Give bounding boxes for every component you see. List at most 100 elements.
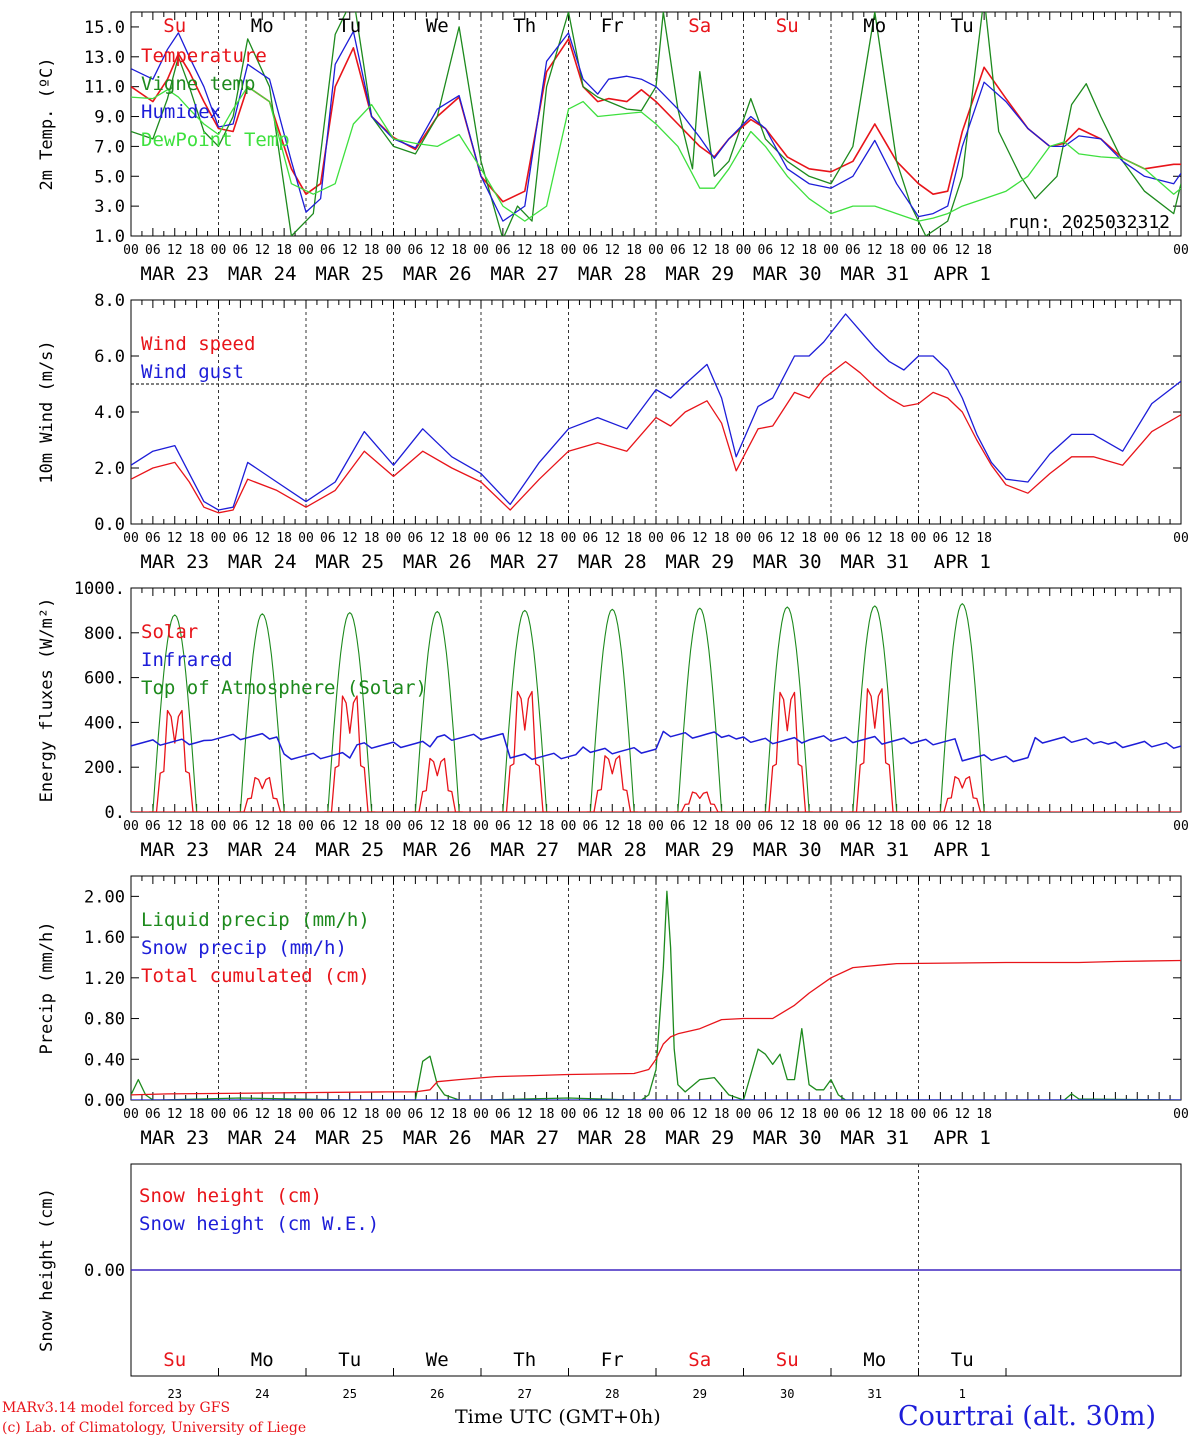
day-number: 25 [343, 1387, 357, 1401]
y-tick-label: 2.0 [94, 459, 125, 479]
date-label: MAR 30 [753, 839, 822, 861]
hour-label: 18 [889, 243, 905, 258]
weekday-label-bottom: Su [163, 1349, 186, 1371]
hour-label: 00 [823, 243, 839, 258]
hour-label: 18 [801, 243, 817, 258]
hour-label: 12 [517, 819, 533, 834]
date-label: MAR 28 [578, 551, 647, 573]
hour-label: 00 [561, 531, 577, 546]
hour-label: 18 [976, 531, 992, 546]
weekday-label-top: Mo [863, 15, 886, 37]
hour-label: 00 [736, 1107, 752, 1122]
date-label: MAR 24 [228, 551, 297, 573]
hour-label: 06 [233, 819, 249, 834]
hour-label: 12 [692, 819, 708, 834]
series-line-1 [131, 38, 1181, 203]
hour-label: 06 [583, 819, 599, 834]
hour-label: 06 [145, 243, 161, 258]
hour-label: 18 [364, 243, 380, 258]
date-label: MAR 25 [315, 551, 384, 573]
hour-label: 18 [626, 531, 642, 546]
solar-line [411, 757, 463, 812]
hour-label: 06 [845, 819, 861, 834]
hour-label: 06 [145, 531, 161, 546]
solar-line [936, 776, 988, 812]
y-tick-label: 0.80 [84, 1010, 125, 1030]
panel-frame [130, 587, 1182, 813]
hour-label: 18 [276, 531, 292, 546]
legend-entry: Liquid precip (mm/h) [141, 909, 370, 931]
hour-label: 12 [342, 531, 358, 546]
legend-entry: Snow height (cm W.E.) [139, 1213, 379, 1235]
series-line-1 [131, 890, 1181, 1100]
y-tick-label: 600. [84, 669, 125, 689]
time-axis-label: Time UTC (GMT+0h) [455, 1406, 661, 1428]
toa-solar-line [918, 603, 1006, 812]
y-tick-label: 0.0 [94, 515, 125, 535]
weekday-label-top: Tu [951, 15, 974, 37]
hour-label: 12 [342, 819, 358, 834]
hour-label: 18 [539, 1107, 555, 1122]
hour-label: 00 [648, 531, 664, 546]
y-tick-label: 800. [84, 624, 125, 644]
hour-label: 00 [561, 819, 577, 834]
weekday-label-top: Tu [338, 15, 361, 37]
hour-label: 18 [189, 531, 205, 546]
hour-label: 18 [889, 1107, 905, 1122]
hour-label: 12 [167, 531, 183, 546]
date-label: MAR 27 [490, 263, 559, 285]
date-label: MAR 29 [665, 263, 734, 285]
weekday-label-bottom: Sa [688, 1349, 711, 1371]
weekday-label-bottom: Tu [338, 1349, 361, 1371]
hour-label: 18 [714, 819, 730, 834]
weekday-label-bottom: Tu [951, 1349, 974, 1371]
y-axis-label: Precip (mm/h) [37, 921, 57, 1054]
hour-label: 12 [254, 819, 270, 834]
weekday-label-top: Mo [251, 15, 274, 37]
day-number: 24 [255, 1387, 269, 1401]
hour-label: 00 [386, 531, 402, 546]
hour-label: 00 [911, 243, 927, 258]
hour-label: 18 [626, 243, 642, 258]
hour-label: 00 [123, 1107, 139, 1122]
solar-line [761, 691, 813, 812]
hour-label: 12 [779, 1107, 795, 1122]
hour-label: 18 [626, 1107, 642, 1122]
y-tick-label: 3.0 [94, 197, 125, 217]
solar-line [236, 776, 288, 812]
solar-line [674, 791, 726, 812]
hour-label: 12 [342, 243, 358, 258]
hour-label: 18 [801, 531, 817, 546]
hour-label: 06 [495, 531, 511, 546]
hour-label: 18 [976, 819, 992, 834]
date-label: APR 1 [934, 1127, 991, 1149]
y-tick-label: 15.0 [84, 18, 125, 38]
hour-label: 06 [933, 243, 949, 258]
hour-label: 12 [867, 1107, 883, 1122]
date-label: MAR 30 [753, 551, 822, 573]
solar-line [324, 695, 376, 812]
hour-label: 12 [429, 243, 445, 258]
panel-1: 1.0 3.0 5.0 7.0 9.0 11.0 13.0 15.0 2m Temp. (ºC)… [37, 11, 1189, 285]
date-label: MAR 29 [665, 1127, 734, 1149]
hour-label: 12 [604, 531, 620, 546]
date-label: MAR 26 [403, 263, 472, 285]
weekday-label-bottom: Mo [863, 1349, 886, 1371]
date-label: MAR 23 [140, 551, 209, 573]
hour-label: 00 [823, 531, 839, 546]
legend-entry: Temperature [141, 45, 267, 67]
plot-area [131, 12, 1181, 236]
date-label: MAR 28 [578, 1127, 647, 1149]
weekday-label-top: We [426, 15, 449, 37]
date-label: MAR 29 [665, 551, 734, 573]
hour-label: 00 [386, 819, 402, 834]
hour-label: 06 [320, 243, 336, 258]
hour-label: 00 [823, 819, 839, 834]
date-label: MAR 23 [140, 1127, 209, 1149]
y-tick-label: 0. [105, 803, 125, 823]
hour-label: 00 [473, 1107, 489, 1122]
hour-label: 18 [189, 243, 205, 258]
hour-label: 06 [758, 819, 774, 834]
hour-label: 12 [342, 1107, 358, 1122]
